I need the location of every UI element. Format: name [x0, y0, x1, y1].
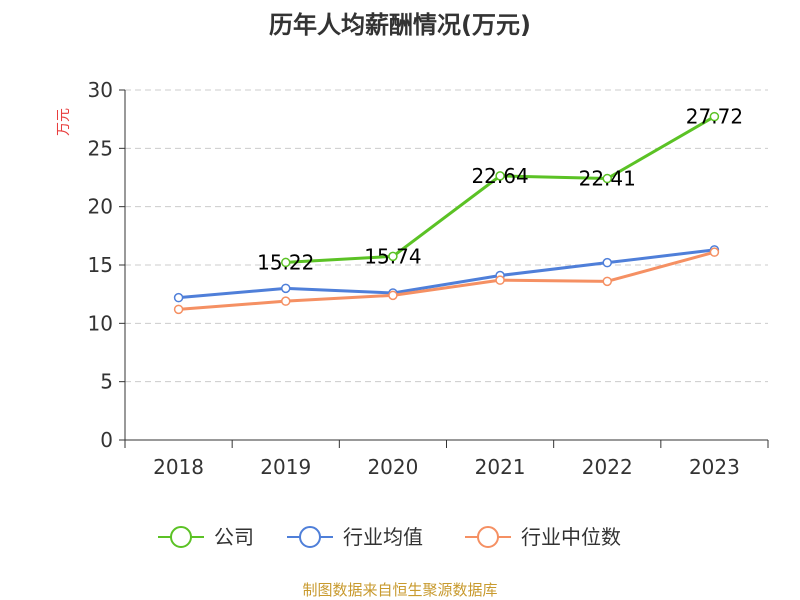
chart-title: 历年人均薪酬情况(万元): [269, 11, 531, 39]
data-labels: 15.22 15.74 22.64 22.41 27.72: [257, 105, 743, 275]
x-tick-label: 2019: [260, 455, 311, 479]
data-point: [709, 247, 720, 257]
grid: [125, 89, 768, 383]
data-label: 22.64: [471, 164, 528, 188]
x-tick-label: 2023: [689, 455, 740, 479]
x-tick-label: 2022: [582, 455, 633, 479]
x-tick-label: 2021: [475, 455, 526, 479]
data-label: 22.41: [579, 167, 636, 191]
data-point: [709, 111, 720, 122]
data-point: [281, 296, 291, 306]
legend-label: 行业均值: [343, 525, 423, 549]
legend[interactable]: 公司 行业均值 行业中位数: [158, 525, 621, 549]
data-label: 27.72: [686, 105, 743, 129]
legend-marker: [170, 526, 192, 548]
series-line: [178, 250, 715, 311]
legend-item-0[interactable]: 公司: [158, 525, 254, 549]
data-point: [495, 171, 505, 181]
data-label: 15.74: [364, 244, 421, 268]
legend-marker: [299, 526, 321, 548]
data-point: [388, 290, 398, 301]
y-tick-label: 25: [88, 136, 113, 160]
legend-label: 公司: [214, 525, 254, 549]
legend-item-1[interactable]: 行业均值: [287, 525, 423, 549]
series-line: [285, 115, 716, 264]
data-point: [281, 257, 291, 268]
series-0: [281, 111, 720, 268]
data-point: [602, 276, 612, 287]
data-point: [173, 292, 184, 303]
series-line: [178, 248, 715, 300]
series-2: [173, 247, 720, 315]
y-tick-label: 5: [100, 370, 113, 394]
y-tick-label: 0: [100, 428, 113, 452]
y-tick-label: 15: [88, 253, 113, 277]
data-point: [173, 304, 184, 315]
x-tick-label: 2018: [153, 455, 204, 479]
axes: 0 5 10 15 20 25 30 2018 2019 2020 2021 2022 2023: [88, 78, 769, 479]
data-label: 15.22: [257, 250, 314, 274]
data-point: [281, 283, 291, 294]
legend-item-2[interactable]: 行业中位数: [465, 525, 621, 549]
source-note: 制图数据来自恒生聚源数据库: [302, 581, 497, 599]
legend-marker: [477, 526, 499, 548]
data-point: [602, 257, 612, 268]
series-group: [173, 111, 720, 315]
y-axis-label: 万元: [56, 108, 72, 136]
data-point: [388, 251, 398, 262]
y-tick-label: 20: [88, 195, 113, 219]
legend-label: 行业中位数: [521, 525, 621, 549]
x-tick-label: 2020: [367, 455, 418, 479]
data-point: [495, 275, 505, 285]
y-tick-label: 10: [88, 311, 113, 335]
y-tick-label: 30: [88, 78, 113, 102]
data-point: [602, 173, 612, 184]
